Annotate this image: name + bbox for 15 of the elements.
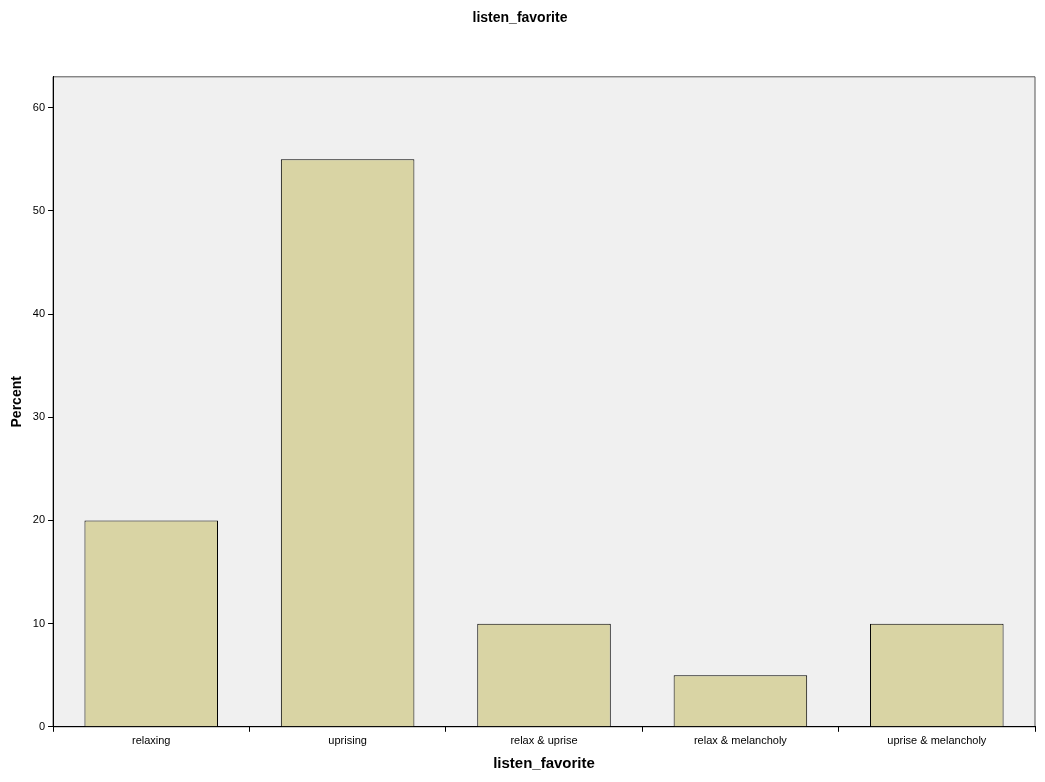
y-tick-label: 60 <box>32 100 46 113</box>
y-tick-label: 20 <box>32 513 46 526</box>
chart-title: listen_favorite <box>472 9 568 26</box>
x-tick-label: relax & melancholy <box>693 734 788 747</box>
y-tick-label: 50 <box>32 203 46 216</box>
y-tick-label: 40 <box>32 307 46 320</box>
x-tick-label: relaxing <box>131 734 171 747</box>
x-tick-label: uprising <box>328 734 367 747</box>
x-tick-label: relax & uprise <box>510 734 578 747</box>
y-tick-label: 0 <box>38 719 46 732</box>
x-tick-label: uprise & melancholy <box>887 734 987 747</box>
y-tick-label: 10 <box>32 616 46 629</box>
x-axis-title: listen_favorite <box>493 754 595 772</box>
y-tick-label: 30 <box>32 410 46 423</box>
y-axis-title: Percent <box>8 375 25 428</box>
